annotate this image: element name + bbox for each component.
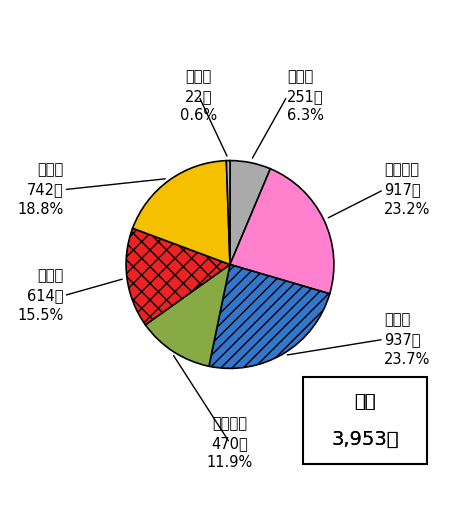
Text: 合計: 合計 bbox=[353, 393, 375, 411]
Text: 11.9%: 11.9% bbox=[207, 455, 252, 470]
Wedge shape bbox=[126, 228, 230, 325]
Wedge shape bbox=[230, 161, 270, 264]
Text: 3,953件: 3,953件 bbox=[330, 430, 398, 449]
Text: 台湾籍: 台湾籍 bbox=[185, 69, 212, 84]
Wedge shape bbox=[132, 161, 230, 264]
Text: 23.2%: 23.2% bbox=[383, 202, 429, 217]
Wedge shape bbox=[145, 264, 230, 366]
Wedge shape bbox=[226, 161, 230, 264]
Text: 合計: 合計 bbox=[353, 393, 375, 411]
Text: 3,953件: 3,953件 bbox=[330, 430, 398, 449]
Text: 937件: 937件 bbox=[383, 332, 420, 347]
Text: 22件: 22件 bbox=[185, 89, 212, 104]
Text: 251件: 251件 bbox=[286, 89, 323, 104]
Text: 15.5%: 15.5% bbox=[17, 308, 64, 323]
Text: 470件: 470件 bbox=[211, 436, 248, 451]
Wedge shape bbox=[230, 169, 333, 294]
Text: 614件: 614件 bbox=[27, 288, 64, 303]
Text: 0.6%: 0.6% bbox=[180, 108, 217, 123]
Text: その他: その他 bbox=[286, 69, 313, 84]
Text: 18.8%: 18.8% bbox=[17, 202, 64, 217]
Text: 欧州国籍: 欧州国籍 bbox=[212, 416, 247, 431]
Bar bbox=[302, 377, 426, 464]
Text: 742件: 742件 bbox=[27, 182, 64, 197]
Text: 6.3%: 6.3% bbox=[286, 108, 323, 123]
Text: 日本国籍: 日本国籍 bbox=[383, 162, 418, 177]
Text: 23.7%: 23.7% bbox=[383, 352, 429, 367]
Text: 中国籍: 中国籍 bbox=[37, 268, 64, 284]
Text: 米国籍: 米国籍 bbox=[383, 312, 409, 327]
Text: 917件: 917件 bbox=[383, 182, 420, 197]
Wedge shape bbox=[208, 264, 329, 368]
Text: 韓国籍: 韓国籍 bbox=[37, 162, 64, 177]
